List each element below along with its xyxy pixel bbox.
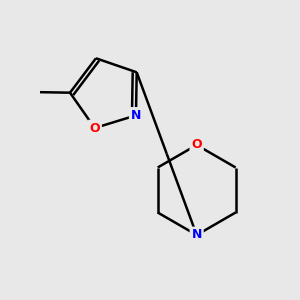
Text: N: N bbox=[191, 229, 202, 242]
Text: O: O bbox=[191, 139, 202, 152]
Text: N: N bbox=[131, 109, 141, 122]
Text: O: O bbox=[89, 122, 100, 134]
